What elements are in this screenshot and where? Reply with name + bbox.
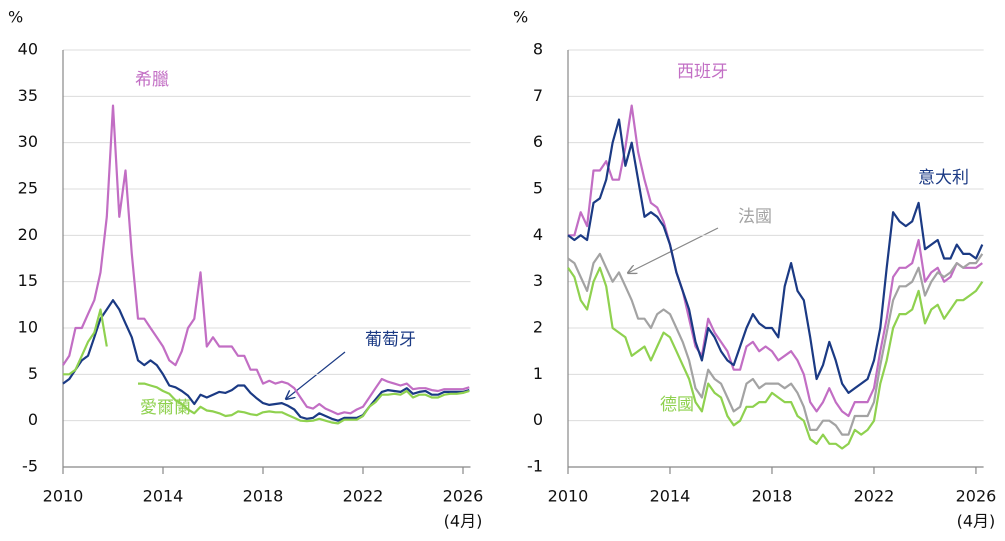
y-axis-label: % <box>8 8 23 27</box>
y-tick-label: 10 <box>18 318 38 337</box>
y-tick-label: 2 <box>533 318 543 337</box>
series-line <box>62 299 470 422</box>
series-label: 葡萄牙 <box>365 330 416 350</box>
x-tick-label: 2014 <box>650 487 691 506</box>
series-line <box>567 266 984 450</box>
y-tick-label: 0 <box>28 410 38 429</box>
y-tick-label: 40 <box>18 40 38 59</box>
x-tick-label: 2010 <box>548 487 589 506</box>
x-tick-label: 2026 <box>956 487 997 506</box>
x-tick-label: 2014 <box>143 487 184 506</box>
y-tick-label: 35 <box>18 86 38 105</box>
y-tick-label: 30 <box>18 132 38 151</box>
series-line <box>62 104 470 416</box>
y-tick-label: 5 <box>533 179 543 198</box>
annotation-arrow <box>286 351 346 399</box>
series-label: 德國 <box>660 395 694 415</box>
series-line <box>567 118 984 394</box>
y-tick-label: 5 <box>28 364 38 383</box>
x-tick-label: 2022 <box>854 487 895 506</box>
y-tick-label: 15 <box>18 271 38 290</box>
y-tick-label: 7 <box>533 86 543 105</box>
x-tick-label: 2018 <box>752 487 793 506</box>
series-line <box>568 104 983 418</box>
y-tick-label: -1 <box>527 457 543 476</box>
x-note: (4月) <box>444 512 483 531</box>
series-line <box>63 308 470 425</box>
y-tick-label: 0 <box>533 410 543 429</box>
y-tick-label: 8 <box>533 40 543 59</box>
series-label: 愛爾蘭 <box>140 398 191 418</box>
x-tick-label: 2026 <box>443 487 484 506</box>
series-label: 西班牙 <box>677 62 728 82</box>
y-tick-label: 4 <box>533 225 543 244</box>
x-tick-label: 2018 <box>243 487 284 506</box>
y-tick-label: 25 <box>18 179 38 198</box>
y-tick-label: 6 <box>533 132 543 151</box>
x-tick-label: 2022 <box>343 487 384 506</box>
x-tick-label: 2010 <box>43 487 84 506</box>
annotation-arrow <box>628 227 719 273</box>
x-note: (4月) <box>957 512 996 531</box>
y-axis-label: % <box>513 8 528 27</box>
y-tick-label: -5 <box>22 457 38 476</box>
series-label: 法國 <box>738 207 772 227</box>
y-tick-label: 3 <box>533 271 543 290</box>
series-label: 意大利 <box>918 168 969 188</box>
y-tick-label: 20 <box>18 225 38 244</box>
series-line <box>567 252 984 436</box>
series-label: 希臘 <box>135 70 169 90</box>
y-tick-label: 1 <box>533 364 543 383</box>
